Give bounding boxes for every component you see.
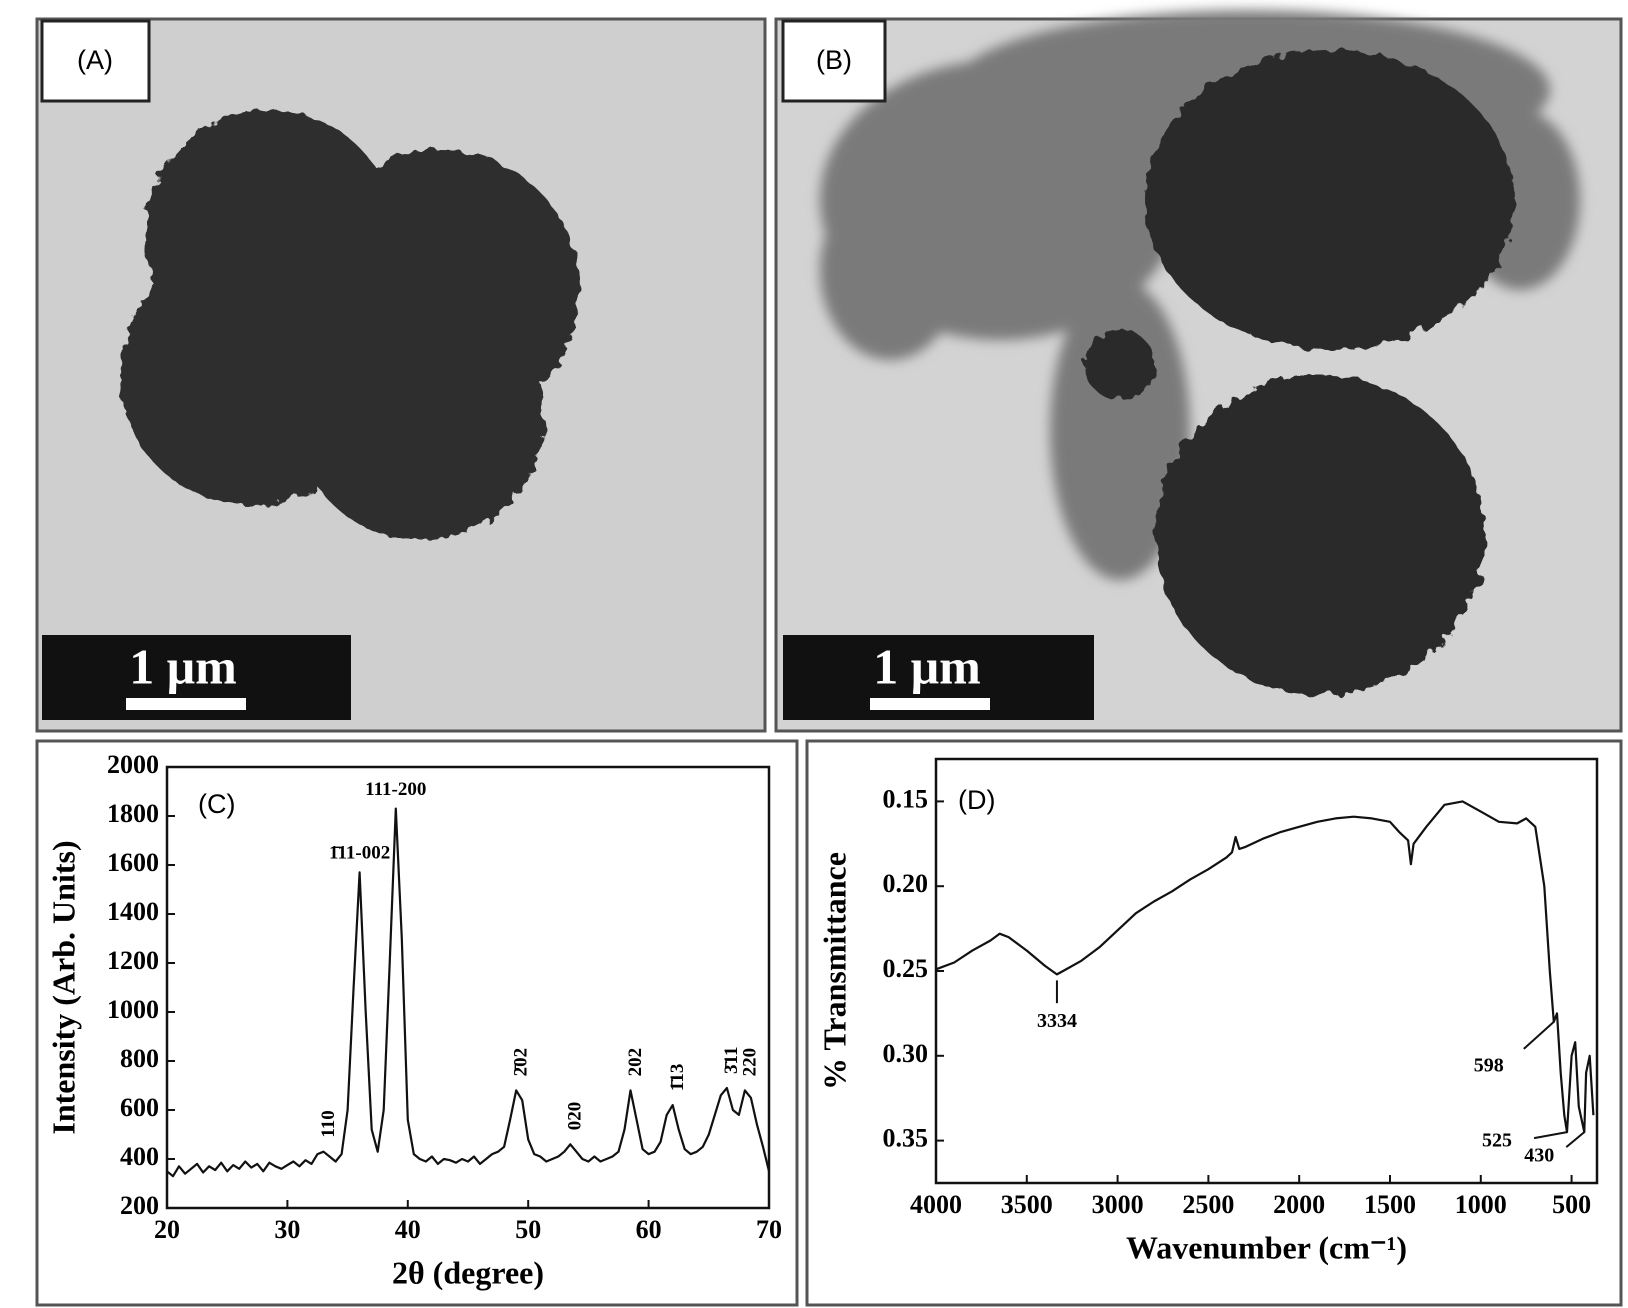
y-tick-label: 200: [120, 1191, 159, 1220]
x-tick-label: 1500: [1364, 1190, 1416, 1219]
y-tick-label: 0.30: [883, 1039, 929, 1068]
y-tick-label: 1200: [107, 946, 159, 975]
particle: [1085, 50, 1515, 695]
y-tick-label: 0.25: [883, 954, 929, 983]
y-tick-label: 0.35: [883, 1124, 929, 1153]
y-axis-label: % Transmittance: [816, 852, 852, 1090]
y-tick-label: 1400: [107, 897, 159, 926]
particle: [120, 110, 580, 540]
plot-frame: [934, 757, 1599, 1185]
scale-bar: [870, 698, 990, 710]
x-tick-label: 50: [515, 1215, 541, 1244]
plot-frame: [165, 765, 771, 1210]
y-tick-label: 1000: [107, 995, 159, 1024]
x-tick-label: 2500: [1182, 1190, 1234, 1219]
scale-bar: [126, 698, 246, 710]
y-tick-label: 800: [120, 1044, 159, 1073]
x-tick-label: 2000: [1273, 1190, 1325, 1219]
scale-bar-label: 1 μm: [129, 638, 237, 694]
annotation: 1̄11-002: [329, 843, 390, 864]
annotation: 110: [318, 1110, 339, 1137]
x-axis-label: Wavenumber (cm⁻¹): [1126, 1229, 1407, 1265]
panel-frame: [35, 739, 799, 1307]
annotation: 1̄13: [667, 1064, 688, 1091]
x-tick-label: 500: [1552, 1190, 1591, 1219]
x-tick-label: 3500: [1001, 1190, 1053, 1219]
x-axis-label: 2θ (degree): [392, 1254, 544, 1290]
x-tick-label: 70: [756, 1215, 782, 1244]
y-tick-label: 2000: [107, 750, 159, 779]
panel-label: (A): [77, 45, 113, 75]
annotation: 430: [1524, 1145, 1554, 1167]
y-tick-label: 0.15: [883, 784, 929, 813]
data-line: [935, 800, 1595, 1134]
annotation-arrow: [1533, 1131, 1568, 1140]
annotation: 525: [1482, 1130, 1512, 1152]
x-tick-label: 4000: [910, 1190, 962, 1219]
annotation: 220: [739, 1048, 760, 1077]
label-box: [40, 19, 151, 103]
annotation-arrow: [1523, 1021, 1555, 1050]
x-tick-label: 1000: [1455, 1190, 1507, 1219]
label-box: [781, 19, 887, 103]
scale-bar-label: 1 μm: [873, 638, 981, 694]
y-tick-label: 1600: [107, 848, 159, 877]
annotation-arrow: [1565, 1131, 1585, 1148]
x-tick-label: 40: [395, 1215, 421, 1244]
x-tick-label: 20: [154, 1215, 180, 1244]
annotation: 598: [1474, 1054, 1504, 1076]
panel-label: (C): [198, 789, 235, 819]
image-panel: (B) 1 μm: [774, 10, 1623, 733]
y-tick-label: 600: [120, 1093, 159, 1122]
annotation: 3̄11: [721, 1046, 742, 1073]
y-axis-label: Intensity (Arb. Units): [45, 840, 81, 1134]
annotation: 111-200: [365, 779, 426, 800]
data-line: [166, 807, 771, 1178]
x-tick-label: 3000: [1092, 1190, 1144, 1219]
panel-frame: [805, 739, 1623, 1307]
annotation: 2̄02: [511, 1048, 532, 1077]
panel-label: (D): [958, 785, 995, 815]
annotation: 020: [565, 1102, 586, 1131]
annotation: 3334: [1037, 1010, 1077, 1032]
annotation: 202: [625, 1048, 646, 1077]
panel-label: (B): [816, 45, 852, 75]
x-tick-label: 30: [274, 1215, 300, 1244]
y-tick-label: 400: [120, 1142, 159, 1171]
y-tick-label: 1800: [107, 799, 159, 828]
x-tick-label: 60: [636, 1215, 662, 1244]
image-panel: (A) 1 μm: [35, 17, 767, 733]
y-tick-label: 0.20: [883, 869, 929, 898]
